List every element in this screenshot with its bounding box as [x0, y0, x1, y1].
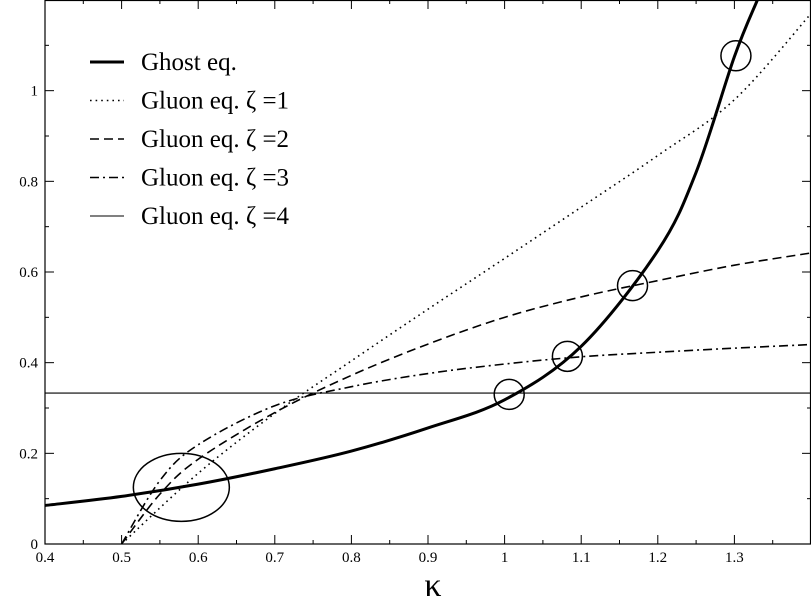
intersection-circle	[493, 378, 525, 411]
x-tick-label: 0.9	[419, 550, 438, 566]
intersection-circle	[720, 40, 752, 72]
axes: 0.4 0.5 0.6 0.7 0.8 0.9 1 1.1 1.2 1.3 0 0.2 0.4 0.6 0.…	[19, 0, 811, 566]
y-tick-label: 0.8	[19, 174, 38, 190]
x-tick-label: 1.3	[725, 550, 744, 566]
series-line-4	[120, 343, 811, 544]
intersection-ellipse	[132, 452, 231, 523]
legend-label: Gluon eq. ζ =3	[141, 165, 289, 192]
series-line-2	[121, 13, 811, 544]
series-line-1	[45, 0, 759, 507]
legend-label: Gluon eq. ζ =1	[141, 88, 289, 115]
y-tick-label: 0.2	[19, 446, 38, 462]
x-axis-label: κ	[424, 567, 441, 604]
annotation-layer	[132, 40, 752, 523]
x-tick-label: 0.6	[189, 550, 208, 566]
x-tick-label: 1.2	[648, 550, 667, 566]
x-tick-label: 0.8	[342, 550, 361, 566]
series-line-3	[120, 252, 811, 544]
legend-label: Gluon eq. ζ =4	[141, 203, 290, 230]
y-tick-label: 0.6	[19, 265, 38, 281]
intersection-circle	[616, 269, 649, 302]
legend-label: Ghost eq.	[141, 49, 237, 76]
y-tick-label: 0.4	[19, 356, 38, 372]
x-tick-label: 0.5	[112, 550, 131, 566]
x-tick-label: 0.7	[265, 550, 284, 566]
legend: Ghost eq. Gluon eq. ζ =1 Gluon eq. ζ =2 Glu…	[90, 49, 290, 230]
series-layer	[45, 0, 811, 544]
y-tick-label: 0	[31, 537, 39, 553]
x-tick-label: 1.1	[572, 550, 591, 566]
legend-label: Gluon eq. ζ =2	[141, 126, 289, 153]
x-tick-label: 0.4	[36, 550, 55, 566]
y-tick-label: 1	[31, 84, 39, 100]
intersection-circle	[551, 340, 584, 373]
x-tick-label: 1	[501, 550, 509, 566]
